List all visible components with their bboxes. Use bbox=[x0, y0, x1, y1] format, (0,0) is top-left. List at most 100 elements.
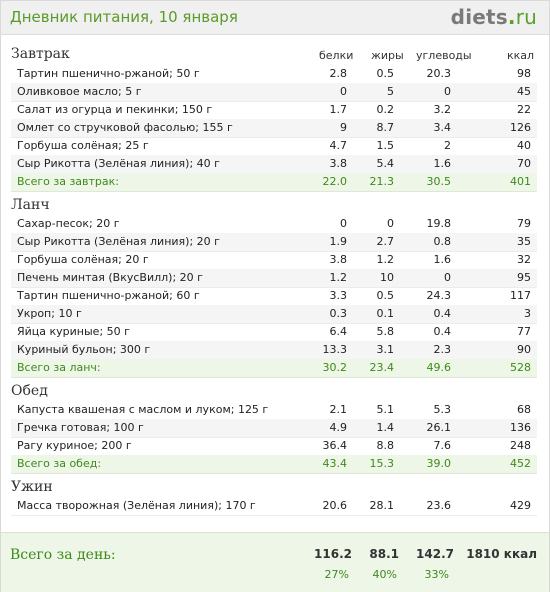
food-carbs: 3.4 bbox=[433, 121, 452, 134]
food-kcal: 40 bbox=[517, 139, 531, 152]
food-kcal: 98 bbox=[517, 67, 531, 80]
food-name: Капуста квашеная с маслом и луком; 125 г bbox=[17, 403, 269, 416]
food-name: Сахар-песок; 20 г bbox=[17, 217, 120, 230]
food-carbs: 3.2 bbox=[433, 103, 452, 116]
food-carbs: 0.8 bbox=[433, 235, 452, 248]
section-total-row: Всего за обед: 43.4 15.3 39.0 452 bbox=[11, 455, 537, 474]
food-kcal: 22 bbox=[517, 103, 531, 116]
column-header-carbs: углеводы bbox=[416, 49, 472, 62]
total-carbs: 39.0 bbox=[426, 457, 452, 470]
site-logo[interactable]: diets.ru bbox=[451, 5, 537, 29]
food-row: Сыр Рикотта (Зелёная линия); 40 г 3.8 5.… bbox=[11, 155, 537, 174]
food-name: Яйца куриные; 50 г bbox=[17, 325, 130, 338]
food-name: Масса творожная (Зелёная линия); 170 г bbox=[17, 499, 256, 512]
column-header-proteins: белки bbox=[319, 49, 354, 62]
food-fats: 28.1 bbox=[369, 499, 395, 512]
food-row: Сахар-песок; 20 г 0 0 19.8 79 bbox=[11, 215, 537, 234]
food-carbs: 7.6 bbox=[433, 439, 452, 452]
food-fats: 0.1 bbox=[376, 307, 395, 320]
food-row: Горбуша солёная; 20 г 3.8 1.2 1.6 32 bbox=[11, 251, 537, 270]
food-row: Сыр Рикотта (Зелёная линия); 20 г 1.9 2.… bbox=[11, 233, 537, 252]
total-kcal: 452 bbox=[510, 457, 531, 470]
total-label: Всего за завтрак: bbox=[17, 175, 120, 188]
total-proteins: 43.4 bbox=[322, 457, 348, 470]
section-title-dinner: Обед bbox=[11, 383, 48, 399]
food-kcal: 136 bbox=[510, 421, 531, 434]
food-proteins: 0 bbox=[340, 217, 347, 230]
food-carbs: 0.4 bbox=[433, 307, 452, 320]
total-kcal: 401 bbox=[510, 175, 531, 188]
food-kcal: 126 bbox=[510, 121, 531, 134]
food-name: Омлет со стручковой фасолью; 155 г bbox=[17, 121, 233, 134]
food-proteins: 0.3 bbox=[329, 307, 348, 320]
food-carbs: 23.6 bbox=[426, 499, 452, 512]
food-name: Сыр Рикотта (Зелёная линия); 40 г bbox=[17, 157, 220, 170]
food-carbs: 26.1 bbox=[426, 421, 452, 434]
food-carbs: 2.3 bbox=[433, 343, 452, 356]
food-kcal: 70 bbox=[517, 157, 531, 170]
day-pct-fats: 40% bbox=[372, 568, 397, 581]
food-row: Оливковое масло; 5 г 0 5 0 45 bbox=[11, 83, 537, 102]
food-proteins: 2.1 bbox=[329, 403, 348, 416]
food-name: Оливковое масло; 5 г bbox=[17, 85, 142, 98]
food-carbs: 19.8 bbox=[426, 217, 452, 230]
food-kcal: 248 bbox=[510, 439, 531, 452]
total-fats: 21.3 bbox=[369, 175, 395, 188]
food-fats: 0 bbox=[387, 217, 394, 230]
food-name: Куриный бульон; 300 г bbox=[17, 343, 151, 356]
food-row: Куриный бульон; 300 г 13.3 3.1 2.3 90 bbox=[11, 341, 537, 360]
logo-main: diets bbox=[450, 5, 508, 29]
day-total-label: Всего за день: bbox=[10, 547, 116, 563]
section-total-row: Всего за ланч: 30.2 23.4 49.6 528 bbox=[11, 359, 537, 378]
header: Дневник питания, 10 января diets.ru bbox=[1, 1, 549, 35]
food-fats: 0.5 bbox=[376, 289, 395, 302]
food-fats: 5.1 bbox=[376, 403, 395, 416]
total-carbs: 49.6 bbox=[426, 361, 452, 374]
food-row: Горбуша солёная; 25 г 4.7 1.5 2 40 bbox=[11, 137, 537, 156]
food-kcal: 68 bbox=[517, 403, 531, 416]
food-fats: 1.5 bbox=[376, 139, 395, 152]
food-fats: 8.7 bbox=[376, 121, 395, 134]
total-label: Всего за ланч: bbox=[17, 361, 101, 374]
food-carbs: 0.4 bbox=[433, 325, 452, 338]
column-header-kcal: ккал bbox=[507, 49, 535, 62]
food-row: Яйца куриные; 50 г 6.4 5.8 0.4 77 bbox=[11, 323, 537, 342]
food-fats: 8.8 bbox=[376, 439, 395, 452]
food-proteins: 3.8 bbox=[329, 157, 348, 170]
food-proteins: 6.4 bbox=[329, 325, 348, 338]
total-fats: 23.4 bbox=[369, 361, 395, 374]
food-kcal: 79 bbox=[517, 217, 531, 230]
food-carbs: 1.6 bbox=[433, 253, 452, 266]
food-name: Горбуша солёная; 25 г bbox=[17, 139, 149, 152]
food-row: Гречка готовая; 100 г 4.9 1.4 26.1 136 bbox=[11, 419, 537, 438]
day-total-kcal: 1810 ккал bbox=[466, 547, 537, 561]
food-proteins: 9 bbox=[340, 121, 347, 134]
total-fats: 15.3 bbox=[369, 457, 395, 470]
logo-dot: . bbox=[507, 5, 516, 29]
food-kcal: 117 bbox=[510, 289, 531, 302]
food-carbs: 20.3 bbox=[426, 67, 452, 80]
food-proteins: 2.8 bbox=[329, 67, 348, 80]
food-name: Укроп; 10 г bbox=[17, 307, 82, 320]
food-fats: 5 bbox=[387, 85, 394, 98]
food-proteins: 3.8 bbox=[329, 253, 348, 266]
food-proteins: 3.3 bbox=[329, 289, 348, 302]
section-title-supper: Ужин bbox=[11, 479, 53, 495]
total-carbs: 30.5 bbox=[426, 175, 452, 188]
food-row: Рагу куриное; 200 г 36.4 8.8 7.6 248 bbox=[11, 437, 537, 456]
food-fats: 0.2 bbox=[376, 103, 395, 116]
food-row: Капуста квашеная с маслом и луком; 125 г… bbox=[11, 401, 537, 420]
food-row: Тартин пшенично-ржаной; 60 г 3.3 0.5 24.… bbox=[11, 287, 537, 306]
food-proteins: 1.9 bbox=[329, 235, 348, 248]
food-carbs: 2 bbox=[444, 139, 451, 152]
food-carbs: 24.3 bbox=[426, 289, 452, 302]
total-label: Всего за обед: bbox=[17, 457, 102, 470]
food-carbs: 1.6 bbox=[433, 157, 452, 170]
day-pct-carbs: 33% bbox=[424, 568, 449, 581]
total-kcal: 528 bbox=[510, 361, 531, 374]
food-row: Салат из огурца и пекинки; 150 г 1.7 0.2… bbox=[11, 101, 537, 120]
food-row: Укроп; 10 г 0.3 0.1 0.4 3 bbox=[11, 305, 537, 324]
column-header-fats: жиры bbox=[371, 49, 404, 62]
food-carbs: 0 bbox=[444, 271, 451, 284]
